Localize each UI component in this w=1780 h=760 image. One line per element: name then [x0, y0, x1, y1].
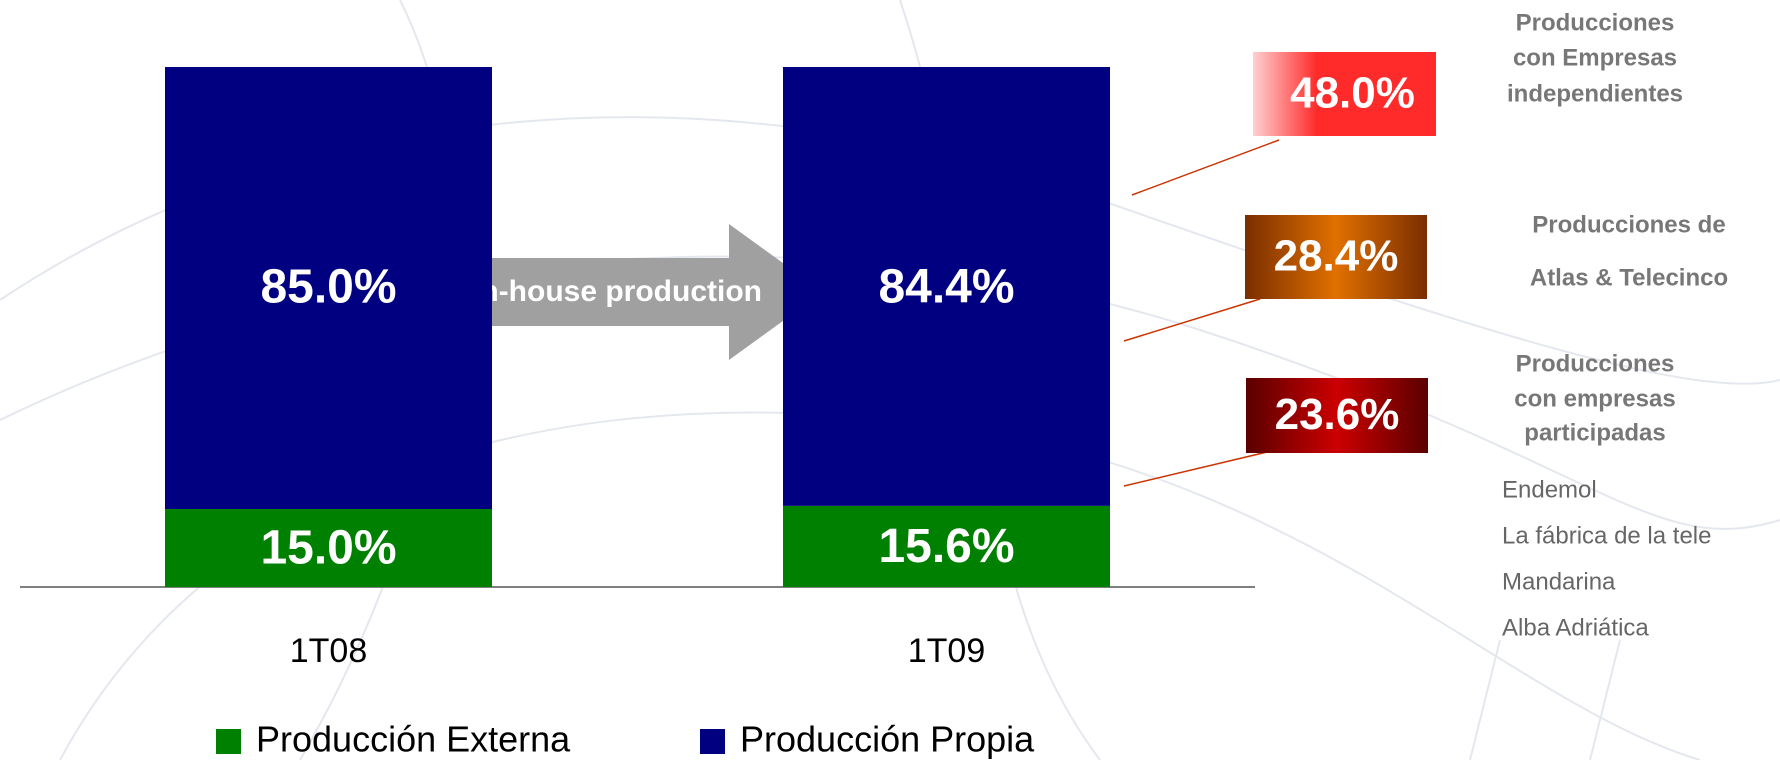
breakdown-label: Producciones — [1516, 9, 1675, 36]
breakdown-value: 28.4% — [1274, 232, 1399, 281]
legend-swatch — [216, 729, 241, 754]
breakdown-label: Producciones — [1516, 350, 1675, 377]
breakdown-box — [1245, 215, 1427, 299]
breakdown-label: con empresas — [1514, 385, 1675, 412]
legend-label: Producción Propia — [740, 719, 1035, 760]
value-label: 15.0% — [260, 522, 396, 575]
breakdown-label: Atlas & Telecinco — [1530, 264, 1728, 291]
legend-label: Producción Externa — [256, 719, 571, 760]
company-name: Alba Adriática — [1502, 614, 1649, 641]
bar-segment — [783, 505, 1110, 587]
x-tick-label: 1T08 — [290, 632, 368, 670]
bar-segment — [165, 509, 492, 587]
value-label: 85.0% — [260, 261, 396, 314]
arrow: In-house production — [452, 224, 823, 360]
breakdown-box — [1253, 52, 1436, 136]
leader-line — [1123, 298, 1261, 342]
breakdown-value: 23.6% — [1275, 390, 1400, 439]
company-name: Endemol — [1502, 476, 1597, 503]
bar-segment — [165, 67, 492, 509]
value-label: 84.4% — [878, 261, 1014, 314]
breakdown-label: con Empresas — [1513, 44, 1677, 71]
breakdown-value: 48.0% — [1290, 69, 1415, 118]
value-label: 15.6% — [878, 520, 1014, 573]
breakdown-box — [1246, 378, 1428, 453]
breakdown-label: participadas — [1524, 419, 1665, 446]
company-name: La fábrica de la tele — [1502, 522, 1711, 549]
leader-line — [1131, 139, 1280, 196]
annotation: In-house production — [472, 275, 762, 308]
leader-line — [1123, 446, 1289, 487]
x-tick-label: 1T09 — [908, 632, 986, 670]
bar-segment — [783, 67, 1110, 506]
legend-swatch — [700, 729, 725, 754]
company-name: Mandarina — [1502, 568, 1616, 595]
breakdown-label: independientes — [1507, 80, 1683, 107]
breakdown-label: Producciones de — [1532, 211, 1725, 238]
